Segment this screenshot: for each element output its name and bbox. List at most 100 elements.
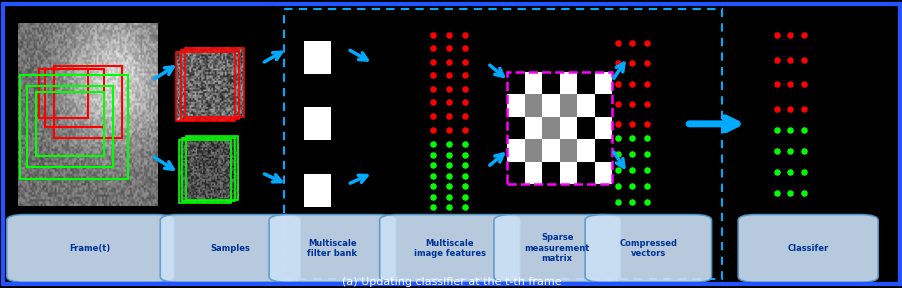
Point — [441, 73, 456, 77]
Point — [441, 173, 456, 178]
Point — [782, 170, 796, 174]
Text: Multiscale
image features: Multiscale image features — [413, 239, 485, 258]
Point — [457, 46, 472, 50]
Point — [441, 127, 456, 132]
Text: Multiscale
filter bank: Multiscale filter bank — [307, 239, 357, 258]
Text: (a) Updating classifier at the t-th frame: (a) Updating classifier at the t-th fram… — [341, 276, 561, 287]
Bar — [524, 117, 542, 139]
Point — [610, 136, 624, 141]
Point — [624, 101, 639, 106]
Point — [457, 152, 472, 157]
Point — [769, 57, 783, 62]
Point — [610, 81, 624, 86]
Point — [610, 122, 624, 126]
Point — [425, 163, 439, 167]
Point — [425, 100, 439, 105]
Bar — [542, 72, 559, 94]
Point — [782, 82, 796, 87]
Point — [639, 199, 653, 204]
Point — [441, 114, 456, 118]
Point — [782, 191, 796, 195]
Point — [639, 101, 653, 106]
Point — [441, 163, 456, 167]
FancyBboxPatch shape — [493, 215, 620, 282]
Point — [796, 82, 810, 87]
Point — [796, 107, 810, 112]
FancyBboxPatch shape — [738, 215, 877, 282]
Point — [769, 191, 783, 195]
Point — [796, 191, 810, 195]
Point — [425, 127, 439, 132]
Point — [610, 61, 624, 66]
Bar — [594, 139, 612, 162]
Point — [457, 59, 472, 64]
Point — [610, 101, 624, 106]
Point — [425, 152, 439, 157]
Bar — [542, 117, 559, 139]
Bar — [507, 162, 524, 184]
Point — [441, 87, 456, 91]
Point — [441, 32, 456, 37]
Bar — [507, 72, 524, 94]
Point — [769, 82, 783, 87]
Bar — [179, 140, 231, 203]
Point — [782, 32, 796, 37]
Point — [610, 41, 624, 46]
Bar — [507, 117, 524, 139]
Text: Classifer: Classifer — [787, 244, 828, 253]
Point — [457, 100, 472, 105]
Point — [639, 81, 653, 86]
Point — [639, 61, 653, 66]
FancyBboxPatch shape — [584, 215, 711, 282]
Point — [624, 183, 639, 188]
Bar — [576, 117, 594, 139]
Bar — [524, 72, 542, 94]
Bar — [576, 139, 594, 162]
Bar — [542, 94, 559, 117]
Bar — [559, 139, 576, 162]
Bar — [594, 117, 612, 139]
Bar — [507, 72, 612, 184]
Point — [796, 32, 810, 37]
Bar — [54, 66, 122, 138]
Point — [425, 46, 439, 50]
Point — [425, 184, 439, 189]
FancyBboxPatch shape — [379, 215, 520, 282]
Text: Compressed
vectors: Compressed vectors — [619, 239, 676, 258]
Point — [796, 127, 810, 132]
Point — [769, 107, 783, 112]
Point — [457, 32, 472, 37]
Point — [639, 183, 653, 188]
Bar — [39, 69, 88, 118]
Point — [457, 114, 472, 118]
Bar — [559, 94, 576, 117]
Point — [610, 168, 624, 172]
Point — [639, 41, 653, 46]
Bar — [507, 139, 524, 162]
Point — [425, 194, 439, 199]
Point — [610, 183, 624, 188]
Point — [624, 122, 639, 126]
Bar — [524, 94, 542, 117]
Bar — [559, 117, 576, 139]
Point — [425, 114, 439, 118]
Bar — [542, 139, 559, 162]
Point — [624, 61, 639, 66]
Bar — [542, 162, 559, 184]
Point — [782, 127, 796, 132]
Point — [441, 46, 456, 50]
Bar — [182, 138, 235, 201]
Bar — [576, 162, 594, 184]
Point — [624, 41, 639, 46]
Point — [425, 205, 439, 210]
Point — [425, 59, 439, 64]
Bar — [576, 94, 594, 117]
Point — [769, 148, 783, 153]
Point — [441, 142, 456, 146]
Point — [441, 152, 456, 157]
Point — [639, 168, 653, 172]
Point — [425, 32, 439, 37]
Point — [441, 205, 456, 210]
Point — [457, 73, 472, 77]
FancyBboxPatch shape — [7, 215, 173, 282]
